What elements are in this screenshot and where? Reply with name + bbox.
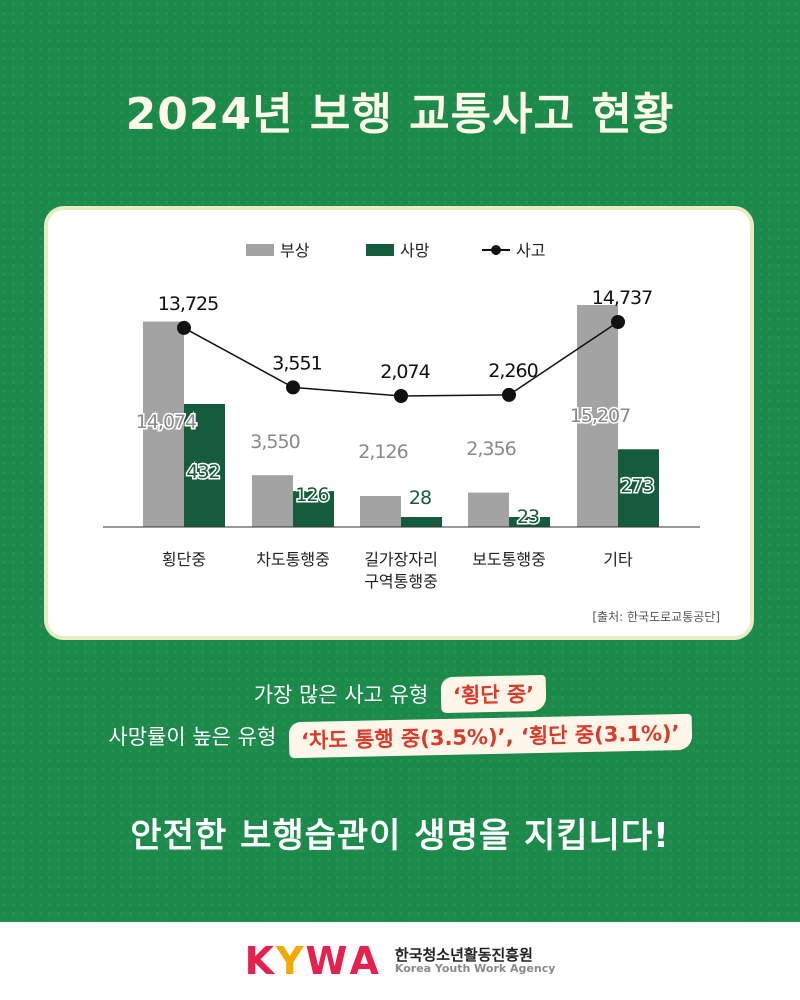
injury-data-label: 2,356 [466, 438, 515, 460]
death-bar [401, 517, 442, 527]
info-fatality-text: 사망률이 높은 유형 [108, 725, 277, 749]
x-tick-label: 차도통행중 [256, 550, 330, 569]
info-most-highlight: ‘횡단 중’ [440, 674, 547, 714]
accident-line [183, 321, 619, 397]
injury-data-label: 14,074 [136, 411, 197, 433]
logo-letter: W [305, 939, 350, 983]
info-line-most: 가장 많은 사고 유형 ‘횡단 중’ [0, 674, 800, 714]
x-tick-label: 길가장자리 [364, 550, 438, 569]
death-bar [293, 491, 334, 527]
injury-bar [360, 495, 401, 527]
accident-data-label: 13,725 [158, 293, 218, 315]
legend-label: 사망 [400, 241, 430, 260]
injury-bar [252, 475, 293, 527]
accident-marker [611, 315, 625, 329]
chart: 부상 사망 사고 14,074 3,550 2,126 2,356 15,207 432 126 2… [103, 241, 700, 591]
info-fatality-highlight: ‘차도 통행 중(3.5%)’, ‘횡단 중(3.1%)’ [288, 713, 692, 759]
injury-bar [577, 305, 618, 527]
death-bar [618, 449, 659, 527]
legend-label: 사고 [516, 241, 545, 260]
accident-marker [394, 389, 408, 403]
accident-marker [502, 387, 516, 402]
accident-data-label: 3,551 [272, 352, 321, 374]
death-bar [184, 404, 225, 527]
chart-card: 부상 사망 사고 14,074 3,550 2,126 2,356 15,207 432 126 2… [44, 206, 754, 640]
logo-letter: A [349, 939, 381, 983]
info-line-fatality: 사망률이 높은 유형 ‘차도 통행 중(3.5%)’, ‘횡단 중(3.1%)’ [0, 713, 800, 759]
logo-letter: K [244, 939, 277, 983]
slogan: 안전한 보행습관이 생명을 지킵니다! [130, 816, 670, 856]
org-name-english: Korea Youth Work Agency [394, 962, 556, 976]
legend-marker [491, 245, 501, 255]
accident-data-label: 2,260 [488, 360, 537, 382]
death-data-label: 23 [517, 506, 539, 528]
x-tick-label: 기타 [603, 550, 633, 569]
x-tick-label: 횡단중 [162, 550, 206, 569]
accident-data-label: 2,074 [380, 361, 430, 383]
injury-bar [468, 492, 509, 527]
info-most-text: 가장 많은 사고 유형 [253, 683, 429, 707]
logo-letter: Y [276, 939, 306, 983]
org-name-korean: 한국청소년활동진흥원 [394, 945, 533, 964]
death-data-label: 432 [186, 461, 219, 483]
source-note: [출처: 한국도로교통공단] [592, 610, 720, 624]
accident-marker [286, 380, 300, 395]
death-data-label: 126 [295, 484, 328, 506]
death-data-label: 28 [409, 487, 431, 509]
accident-data-label: 14,737 [592, 287, 652, 309]
legend-label: 부상 [280, 241, 310, 260]
kywa-logo: KYWA [245, 939, 381, 983]
death-data-label: 273 [620, 475, 653, 497]
legend-swatch [366, 244, 394, 256]
page-title: 2024년 보행 교통사고 현황 [125, 89, 675, 140]
footer: KYWA 한국청소년활동진흥원 Korea Youth Work Agency [0, 922, 800, 1000]
death-bar [509, 517, 550, 527]
injury-data-label: 3,550 [250, 431, 299, 453]
injury-data-label: 15,207 [570, 405, 630, 427]
x-tick-label: 보도통행중 [472, 550, 546, 569]
injury-data-label: 2,126 [358, 441, 407, 463]
accident-marker [177, 320, 191, 335]
x-tick-label: 구역통행중 [364, 572, 438, 591]
org-name: 한국청소년활동진흥원 Korea Youth Work Agency [395, 947, 556, 976]
injury-bar [143, 321, 184, 527]
legend-swatch [246, 244, 274, 256]
